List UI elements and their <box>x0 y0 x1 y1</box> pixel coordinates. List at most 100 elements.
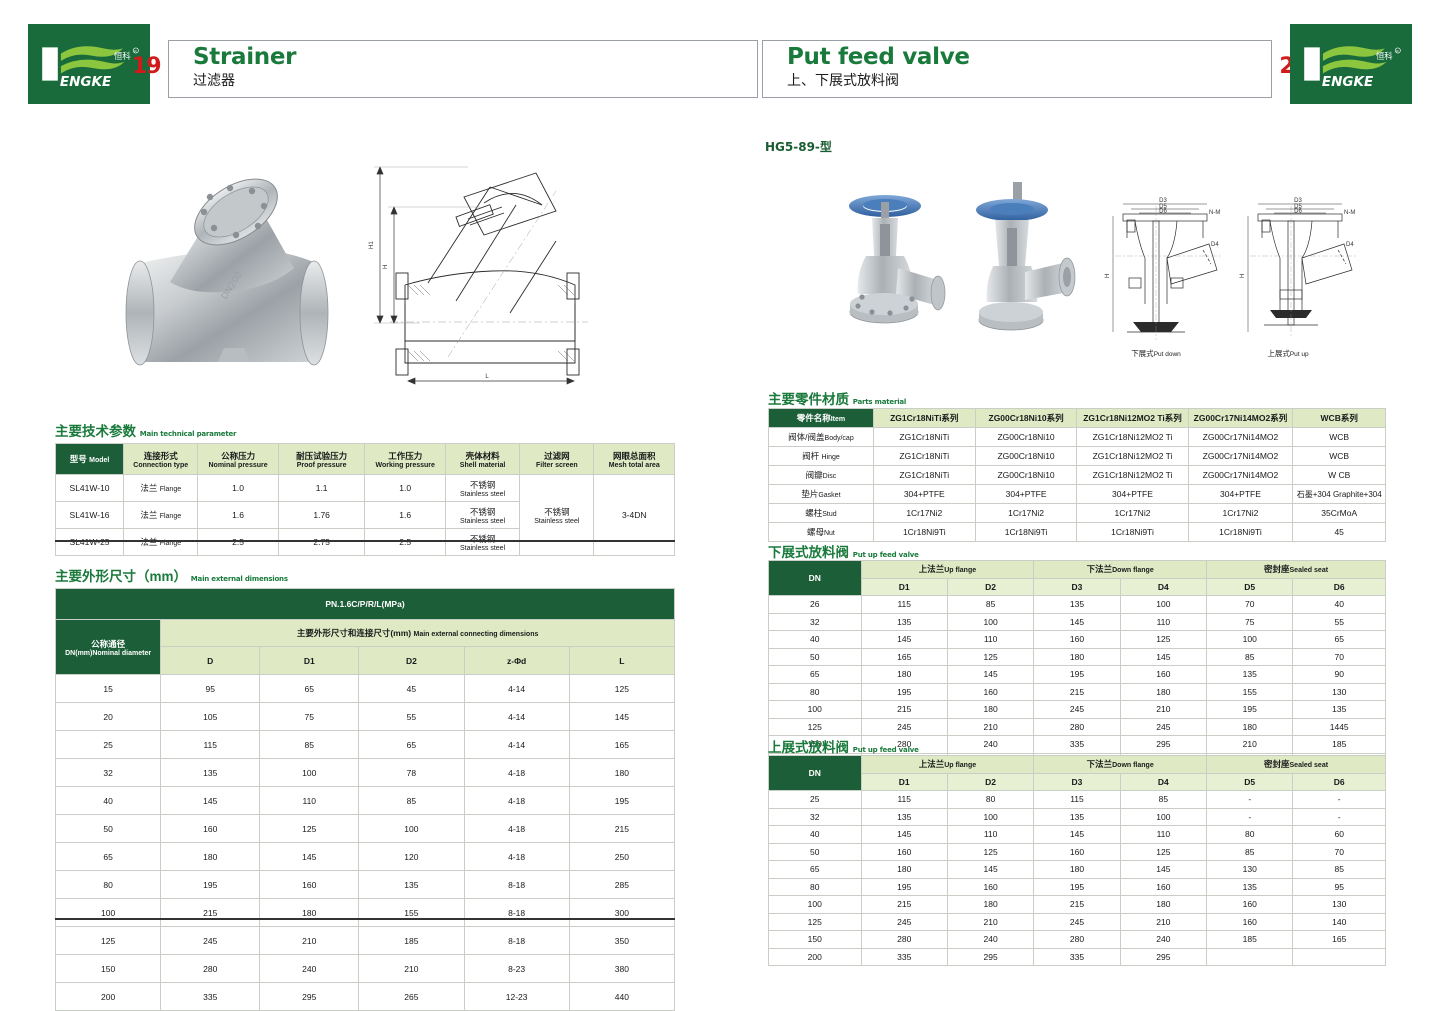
table-header-row: DN 上法兰Up flange 下法兰Down flange 密封座Sealed… <box>768 560 1386 596</box>
cell-d1: 245 <box>860 912 948 931</box>
section-title-parts: 主要零件材质 Parts material <box>768 388 906 408</box>
cell-zd: 4-14 <box>463 730 570 759</box>
cell-mat-4: 304+PTFE <box>1187 484 1294 504</box>
cell-mat-2: ZG00Cr18Ni10 <box>974 465 1078 485</box>
cell-zd: 4-14 <box>463 702 570 731</box>
cell-d6: - <box>1292 807 1386 826</box>
cell-item: 阀体/阀盖Body/cap <box>768 427 874 447</box>
cell-d4: 295 <box>1119 947 1208 966</box>
cell-d5: - <box>1206 790 1294 809</box>
dim-label-d6: D6 <box>1294 209 1302 215</box>
cell-zd: 4-18 <box>463 842 570 871</box>
cell-zd: 4-18 <box>463 786 570 815</box>
cell-dn: 80 <box>768 877 862 896</box>
section-title-down-cn: 下展式放料阀 <box>768 545 849 560</box>
table-row: 150 280 240 280 240 185 165 <box>768 930 1386 949</box>
cell-d5: 195 <box>1206 700 1294 719</box>
cell-mat-1: ZG1Cr18NiTi <box>872 446 976 466</box>
cell-dn: 125 <box>768 717 862 736</box>
th-d2: D2 <box>358 646 465 675</box>
cell-d2: 85 <box>358 786 465 815</box>
dim-label-d3: D3 <box>1159 198 1167 204</box>
svg-text:ENGKE: ENGKE <box>60 74 112 90</box>
cell-d1: 295 <box>259 982 360 1011</box>
cell-mat-4: 1Cr18Ni9Ti <box>1187 522 1294 542</box>
cell-item: 阀杆 Hinge <box>768 446 874 466</box>
cell-mat-4: ZG00Cr17Ni14MO2 <box>1187 446 1294 466</box>
table-bottom-rule <box>55 540 675 542</box>
cell-d5: 135 <box>1206 877 1294 896</box>
cell-d2: 110 <box>946 825 1035 844</box>
cell-nominal: 1.6 <box>197 501 279 529</box>
table-row: 200 335 295 265 12-23 440 <box>54 982 676 1011</box>
cell-d4: 125 <box>1119 630 1208 649</box>
cell-d1: 195 <box>860 682 948 701</box>
cell-d: 95 <box>160 674 261 703</box>
cell-d2: 80 <box>946 790 1035 809</box>
dim-label-h: H <box>383 265 389 269</box>
cell-d2: 295 <box>946 947 1035 966</box>
table-row: 20 105 75 55 4-14 145 <box>54 702 676 731</box>
th-d5: D5 <box>1206 577 1294 596</box>
th-dn: DN <box>768 560 862 596</box>
th-d6: D6 <box>1292 772 1386 791</box>
table-row: 65 180 145 195 160 135 90 <box>768 665 1386 684</box>
model-label: HG5-89-型 <box>765 140 832 154</box>
up-feed-valve-table: DN 上法兰Up flange 下法兰Down flange 密封座Sealed… <box>768 755 1386 966</box>
cell-dn: 20 <box>54 702 162 731</box>
table-row: 25 115 80 115 85- - <box>768 790 1386 809</box>
cell-d2: 100 <box>946 807 1035 826</box>
section-title-dim-cn: 主要外形尺寸（mm） <box>55 569 188 584</box>
cell-d3: 135 <box>1033 595 1121 614</box>
dim-label-d6: D6 <box>1159 209 1167 215</box>
cell-d1: 210 <box>259 926 360 955</box>
cell-dn: 40 <box>768 825 862 844</box>
cell-d2: 65 <box>358 730 465 759</box>
cell-d1: 65 <box>259 674 360 703</box>
cell-proof: 1.76 <box>277 501 366 529</box>
th-model: 型号 Model <box>54 443 125 475</box>
cell-mat-1: ZG1Cr18NiTi <box>872 427 976 447</box>
cell-mat-5: 石墨+304 Graphite+304 <box>1292 484 1386 504</box>
cell-item: 垫片Gasket <box>768 484 874 504</box>
cell-d5: 75 <box>1206 612 1294 631</box>
table-subheader-row: D D1 D2 z-Φd L <box>56 646 676 675</box>
cell-d1: 195 <box>860 877 948 896</box>
cell-d4: 100 <box>1119 595 1208 614</box>
cell-zd: 8-18 <box>463 898 570 927</box>
cell-zd: 8-18 <box>463 870 570 899</box>
cell-d4: 295 <box>1119 735 1208 754</box>
cell-l: 215 <box>568 814 676 843</box>
cell-d2: 240 <box>946 735 1035 754</box>
cell-dn: 32 <box>54 758 162 787</box>
cell-d: 245 <box>160 926 261 955</box>
cell-dn: 32 <box>768 612 862 631</box>
cell-nominal: 2.5 <box>197 528 279 556</box>
cell-connection: 法兰 Flange <box>123 474 199 502</box>
cell-d3: 215 <box>1033 682 1121 701</box>
table-header-row: DN 上法兰Up flange 下法兰Down flange 密封座Sealed… <box>768 755 1386 791</box>
cell-d3: 335 <box>1033 947 1121 966</box>
section-title-down-valve: 下展式放料阀 Put up feed valve <box>768 541 919 561</box>
cell-d2: 240 <box>946 930 1035 949</box>
cell-d2: 145 <box>946 665 1035 684</box>
cell-l: 380 <box>568 954 676 983</box>
cell-mat-5: 45 <box>1292 522 1386 542</box>
cell-d6: 165 <box>1292 930 1386 949</box>
table-header-row: 型号 Model 连接形式 Connection type 公称压力 Nomin… <box>54 443 675 475</box>
cell-d3: 160 <box>1033 842 1121 861</box>
cell-d4: 110 <box>1119 825 1208 844</box>
cell-item: 螺母Nut <box>768 522 874 542</box>
table-row: 32 135 100 145 110 75 55 <box>768 612 1386 631</box>
cell-dn: 65 <box>768 665 862 684</box>
cell-d2: 110 <box>946 630 1035 649</box>
cell-d6: 65 <box>1292 630 1386 649</box>
banner-pn: PN.1.6C/P/R/L(MPa) <box>55 588 675 620</box>
cell-l: 165 <box>568 730 676 759</box>
th-down-flange: 下法兰Down flange <box>1033 560 1208 579</box>
cell-d2: 45 <box>358 674 465 703</box>
cell-d1: 145 <box>860 630 948 649</box>
cell-dn: 50 <box>768 647 862 666</box>
cell-item: 阀瓣Disc <box>768 465 874 485</box>
table-row: 26 115 85 135 100 70 40 <box>768 595 1386 614</box>
